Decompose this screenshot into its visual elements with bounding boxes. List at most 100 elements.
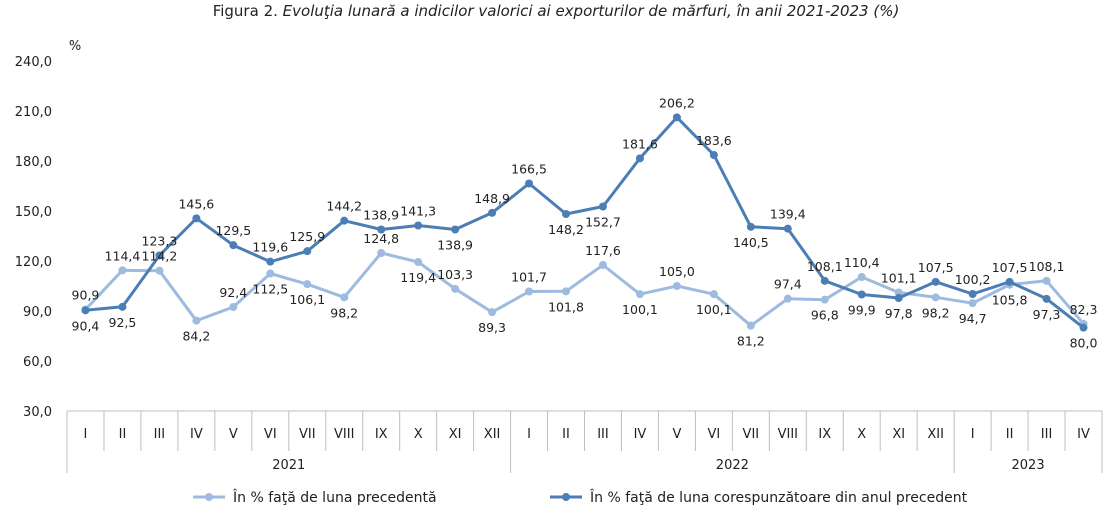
data-label: 139,4 xyxy=(770,207,806,222)
data-label: 97,3 xyxy=(1033,307,1061,322)
series-2-point xyxy=(968,290,977,298)
data-label: 125,9 xyxy=(289,229,325,244)
x-tick-label: III xyxy=(597,427,609,442)
x-tick-label: VI xyxy=(264,427,277,442)
series-1-point xyxy=(709,290,718,299)
x-tick-label: XII xyxy=(484,427,501,442)
data-label: 90,9 xyxy=(72,288,100,303)
x-tick-label: VII xyxy=(299,427,316,442)
data-label: 81,2 xyxy=(737,334,765,349)
series-2-point xyxy=(488,208,497,217)
series-2-point xyxy=(746,222,755,231)
series-2-point xyxy=(635,154,644,163)
data-label: 119,4 xyxy=(400,270,436,285)
data-label: 98,2 xyxy=(922,305,950,320)
series-1-point xyxy=(118,266,127,275)
data-label: 94,7 xyxy=(959,311,987,326)
series-1-point xyxy=(266,269,275,278)
data-label: 101,8 xyxy=(548,299,584,314)
series-2-point xyxy=(303,247,312,256)
x-tick-label: II xyxy=(1006,427,1014,442)
series-2-point xyxy=(1005,277,1014,286)
x-tick-label: X xyxy=(414,427,423,442)
data-label: 112,5 xyxy=(252,282,288,297)
data-label: 124,8 xyxy=(363,231,399,246)
data-label: 105,8 xyxy=(992,293,1028,308)
data-label: 181,6 xyxy=(622,136,658,151)
x-tick-label: X xyxy=(857,427,866,442)
series-2-point xyxy=(451,225,460,234)
series-2-point xyxy=(155,251,164,260)
data-label: 82,3 xyxy=(1070,302,1098,317)
data-label: 84,2 xyxy=(182,329,210,344)
series-2-point xyxy=(266,257,275,266)
data-label: 107,5 xyxy=(918,260,954,275)
y-tick-label: 150,0 xyxy=(15,205,52,220)
data-label: 144,2 xyxy=(326,199,362,214)
data-label: 100,2 xyxy=(955,272,991,287)
x-tick-label: VII xyxy=(743,427,760,442)
data-label: 119,6 xyxy=(252,240,288,255)
x-tick-label: I xyxy=(84,427,88,442)
x-tick-label: IX xyxy=(375,427,388,442)
series-line-1 xyxy=(84,251,1085,328)
data-label: 92,5 xyxy=(109,315,137,330)
x-tick-label: I xyxy=(971,427,975,442)
data-label: 89,3 xyxy=(478,320,506,335)
series-1-point xyxy=(192,316,201,325)
series-1-point xyxy=(377,249,386,257)
data-label: 97,8 xyxy=(885,306,913,321)
series-1-point xyxy=(672,282,681,290)
y-tick-label: 210,0 xyxy=(15,105,52,120)
data-label: 152,7 xyxy=(585,215,621,230)
x-tick-label: XII xyxy=(927,427,944,442)
data-label: 90,4 xyxy=(72,318,100,333)
x-tick-label: V xyxy=(229,427,238,442)
data-label: 206,2 xyxy=(659,95,695,110)
data-label: 145,6 xyxy=(178,196,214,211)
x-tick-label: I xyxy=(527,427,531,442)
series-1-point xyxy=(857,273,866,281)
legend-label-1: În % faţă de luna precedentă xyxy=(232,488,437,506)
series-line-2 xyxy=(85,115,1085,329)
legend-swatch-marker-2 xyxy=(562,493,570,501)
series-2-point xyxy=(562,210,571,218)
year-label: 2022 xyxy=(716,458,749,473)
series-1-point xyxy=(229,303,238,311)
data-label: 117,6 xyxy=(585,243,621,258)
series-2-point xyxy=(1079,323,1088,332)
series-1-point xyxy=(746,321,755,330)
data-label: 80,0 xyxy=(1070,336,1098,351)
series-2-point xyxy=(192,214,201,223)
data-label: 101,7 xyxy=(511,270,547,285)
series-1-point xyxy=(414,258,423,266)
legend-swatch-marker-1 xyxy=(205,493,213,501)
series-1-point xyxy=(894,288,903,297)
x-tick-label: III xyxy=(1041,427,1053,442)
data-label: 141,3 xyxy=(400,204,436,219)
x-tick-label: IV xyxy=(634,427,647,442)
series-2-point xyxy=(118,302,127,311)
series-2-point xyxy=(229,241,238,250)
series-2-point xyxy=(81,306,90,315)
y-unit-label: % xyxy=(69,39,81,54)
series-2-point xyxy=(414,221,423,230)
data-label: 148,2 xyxy=(548,222,584,237)
series-1-point xyxy=(820,295,829,304)
data-label: 148,9 xyxy=(474,191,510,206)
data-label: 105,0 xyxy=(659,264,695,279)
series-1-point xyxy=(525,287,534,296)
data-label: 110,4 xyxy=(844,255,880,270)
data-label: 96,8 xyxy=(811,308,839,323)
y-tick-label: 90,0 xyxy=(23,305,52,320)
x-tick-label: IX xyxy=(818,427,831,442)
data-label: 97,4 xyxy=(774,277,802,292)
series-1-point xyxy=(1042,276,1051,285)
data-label: 114,2 xyxy=(142,249,178,264)
series-1-point xyxy=(451,284,460,293)
series-1-point xyxy=(562,287,571,296)
data-label: 99,9 xyxy=(848,303,876,318)
series-2-point xyxy=(340,216,349,225)
y-tick-label: 180,0 xyxy=(15,155,52,170)
